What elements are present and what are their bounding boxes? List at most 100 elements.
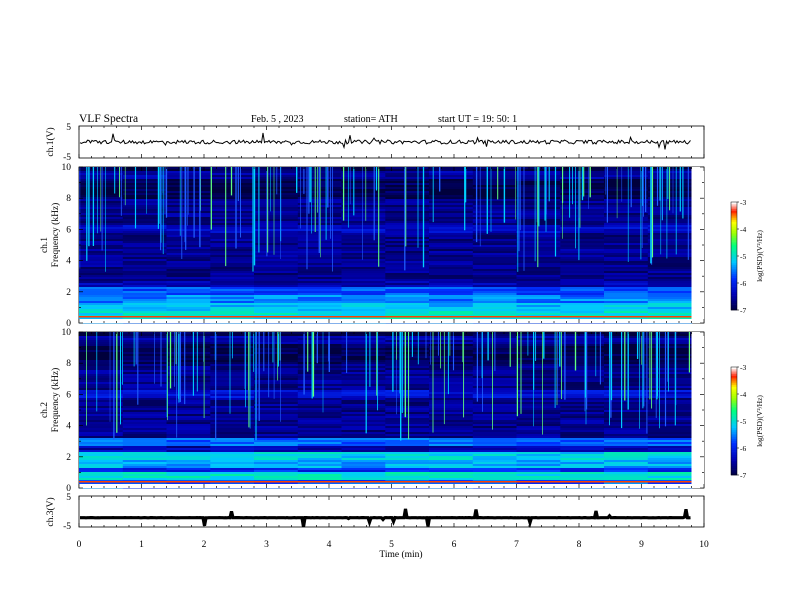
spectrogram-cell [79, 249, 124, 252]
spectrogram-cell [122, 313, 168, 316]
spectrogram-cell [122, 277, 168, 280]
spectrogram-cell [429, 195, 474, 198]
spectrogram-cell [429, 388, 474, 391]
spectrogram-cell [166, 267, 211, 270]
spectrogram-cell [647, 289, 693, 292]
spectrogram-cell [341, 211, 386, 214]
spectrogram-cell [79, 313, 124, 316]
spectrogram-cell [341, 261, 386, 264]
spectrogram-cell [254, 382, 299, 385]
spectrogram-cell [122, 456, 168, 459]
spectrogram-cell [472, 253, 518, 256]
spectrogram-cell [516, 267, 561, 270]
spectrogram-cell [560, 251, 605, 254]
spectrogram-cell [122, 169, 168, 172]
spectrogram-cell [79, 285, 124, 288]
spectrogram-cell [297, 243, 343, 246]
spectrogram-cell [560, 332, 605, 335]
spectrogram-cell [297, 466, 343, 469]
spectrogram-cell [429, 364, 474, 367]
spectrogram-cell [647, 332, 693, 335]
spectrogram-cell [166, 233, 211, 236]
colorbar-swatch [731, 467, 737, 470]
spectrogram-cell [647, 223, 693, 226]
y-tick-label: 10 [62, 328, 72, 338]
spectrogram-cell [210, 195, 255, 198]
spectrogram-cell [166, 334, 211, 337]
spectrogram-cell [604, 229, 649, 232]
colorbar-swatch [731, 404, 737, 407]
spectrogram-cell [472, 197, 518, 200]
spectrogram-cell [341, 436, 386, 439]
spectrogram-cell [79, 396, 124, 399]
spectrogram-cell [516, 414, 561, 417]
spectrogram-cell [254, 209, 299, 212]
spectrogram-cell [254, 255, 299, 258]
spectrogram-cell [166, 179, 211, 182]
spectrogram-cell [516, 233, 561, 236]
spectrogram-cell [647, 249, 693, 252]
spectrogram-cell [647, 404, 693, 407]
spectrogram-cell [122, 422, 168, 425]
spectrogram-cell [604, 311, 649, 314]
spectrogram-cell [297, 476, 343, 479]
spectrogram-cell [210, 472, 255, 475]
spectrogram-cell [647, 334, 693, 337]
spectrogram-cell [341, 265, 386, 268]
spectrogram-cell [254, 354, 299, 357]
spectrogram-cell [254, 273, 299, 276]
spectrogram-cell [297, 422, 343, 425]
spectrogram-cell [210, 394, 255, 397]
spectrogram-cell [79, 460, 124, 463]
spectrogram-cell [79, 334, 124, 337]
spectrogram-cell [166, 376, 211, 379]
spectrogram-cell [560, 219, 605, 222]
spectrogram-cell [210, 402, 255, 405]
spectrogram-cell [516, 462, 561, 465]
spectrogram-cell [166, 472, 211, 475]
spectrogram-cell [122, 420, 168, 423]
colorbar-swatch [731, 417, 737, 420]
spectrogram-cell [79, 392, 124, 395]
spectrogram-cell [122, 295, 168, 298]
colorbar-swatch [731, 243, 737, 246]
spectrogram-cell [297, 261, 343, 264]
spectrogram-cell [385, 273, 430, 276]
spectrogram-cell [166, 259, 211, 262]
spectrogram-cell [516, 309, 561, 312]
spectrogram-cell [341, 334, 386, 337]
spectrogram-cell [604, 374, 649, 377]
colorbar-swatch [731, 274, 737, 277]
spectrogram-cell [166, 482, 211, 485]
spectrogram-cell [254, 478, 299, 481]
spectrogram-cell [297, 181, 343, 184]
spectrogram-cell [210, 422, 255, 425]
spectrogram-cell [210, 281, 255, 284]
spectrogram-cell [385, 307, 430, 310]
spectrogram-cell [341, 227, 386, 230]
colorbar-swatch [731, 430, 737, 433]
spectrogram-cell [210, 271, 255, 274]
spectrogram-cell [472, 263, 518, 266]
spectrogram-cell [604, 285, 649, 288]
spectrogram-cell [166, 269, 211, 272]
spectrogram-cell [341, 390, 386, 393]
spectrogram-cell [122, 408, 168, 411]
spectrogram-cell [79, 352, 124, 355]
spectrogram-cell [516, 251, 561, 254]
spectrogram-cell [122, 251, 168, 254]
spectrogram-cell [429, 271, 474, 274]
spectrogram-cell [210, 301, 255, 304]
spectrogram-cell [166, 171, 211, 174]
spectrogram-cell [210, 444, 255, 447]
spectrogram-cell [385, 309, 430, 312]
spectrogram-cell [647, 344, 693, 347]
spectrogram-cell [385, 195, 430, 198]
colorbar-swatch [731, 259, 737, 262]
spectrogram-cell [516, 366, 561, 369]
spectrogram-cell [122, 356, 168, 359]
spectrogram-cell [429, 167, 474, 170]
spectrogram-cell [647, 454, 693, 457]
spectrogram-cell [254, 313, 299, 316]
colorbar-swatch [731, 408, 737, 411]
